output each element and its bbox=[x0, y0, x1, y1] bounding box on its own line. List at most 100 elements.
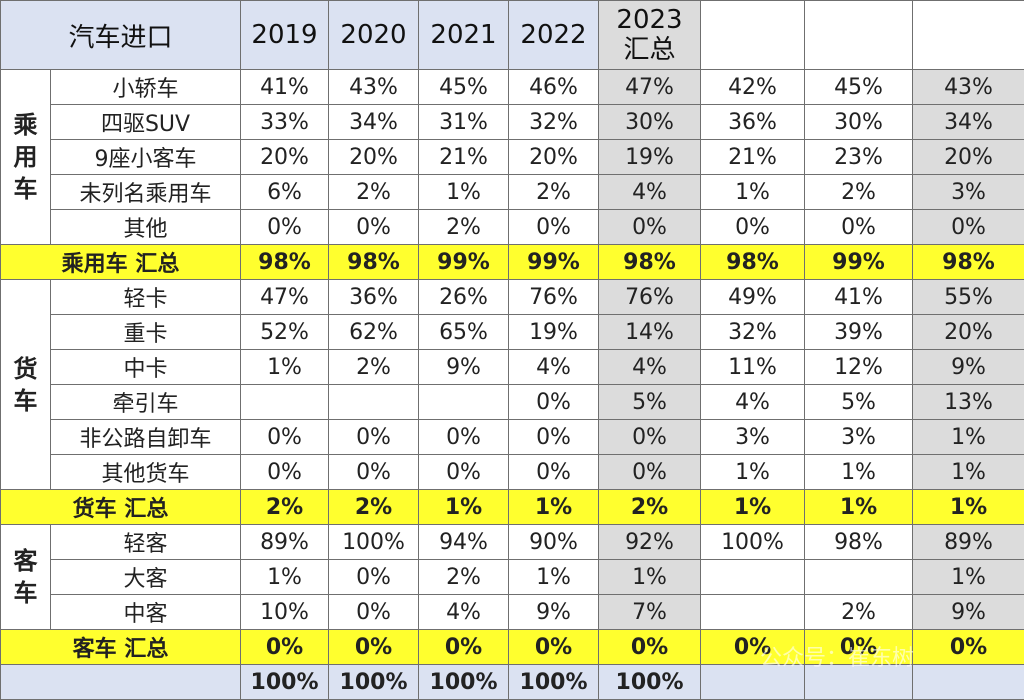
value-cell: 99% bbox=[804, 244, 914, 280]
summary-label: 客车 汇总 bbox=[0, 629, 242, 665]
value-cell: 36% bbox=[328, 279, 420, 315]
row-label: 轻卡 bbox=[49, 279, 242, 315]
value-cell: 0% bbox=[598, 209, 702, 245]
value-cell: 0% bbox=[240, 209, 330, 245]
header-title: 汽车进口 bbox=[0, 0, 242, 70]
value-cell: 100% bbox=[240, 664, 330, 700]
value-cell: 98% bbox=[598, 244, 702, 280]
header-blank-3 bbox=[912, 0, 1024, 70]
row-label: 其他 bbox=[49, 209, 242, 245]
value-cell: 47% bbox=[598, 69, 702, 105]
row-label: 小轿车 bbox=[49, 69, 242, 105]
value-cell: 65% bbox=[418, 314, 510, 350]
value-cell: 98% bbox=[240, 244, 330, 280]
value-cell: 100% bbox=[328, 664, 420, 700]
value-cell: 0% bbox=[328, 559, 420, 595]
value-cell: 0% bbox=[240, 454, 330, 490]
value-cell: 11% bbox=[700, 349, 806, 385]
value-cell bbox=[804, 664, 914, 700]
value-cell: 0% bbox=[240, 419, 330, 455]
value-cell: 0% bbox=[804, 629, 914, 665]
value-cell: 1% bbox=[804, 489, 914, 525]
value-cell: 45% bbox=[418, 69, 510, 105]
table-row: 重卡 52% 62% 65% 19% 14% 32% 39% 20% bbox=[1, 314, 1024, 350]
value-cell: 99% bbox=[418, 244, 510, 280]
value-cell: 0% bbox=[328, 594, 420, 630]
value-cell: 3% bbox=[700, 419, 806, 455]
value-cell: 10% bbox=[240, 594, 330, 630]
value-cell: 30% bbox=[804, 104, 914, 140]
row-label: 其他货车 bbox=[49, 454, 242, 490]
value-cell: 98% bbox=[804, 524, 914, 560]
value-cell bbox=[240, 384, 330, 420]
group-label-passenger: 乘用车 bbox=[0, 69, 51, 245]
value-cell: 3% bbox=[804, 419, 914, 455]
value-cell: 46% bbox=[508, 69, 600, 105]
value-cell: 100% bbox=[598, 664, 702, 700]
value-cell: 1% bbox=[912, 454, 1024, 490]
table-row: 其他 0% 0% 2% 0% 0% 0% 0% 0% bbox=[1, 209, 1024, 245]
value-cell: 13% bbox=[912, 384, 1024, 420]
table-row: 大客 1% 0% 2% 1% 1% 1% bbox=[1, 559, 1024, 595]
value-cell: 23% bbox=[804, 139, 914, 175]
table-row: 中客 10% 0% 4% 9% 7% 2% 9% bbox=[1, 594, 1024, 630]
header-year-2023-total: 2023 汇总 bbox=[598, 0, 702, 70]
value-cell: 0% bbox=[240, 629, 330, 665]
value-cell: 0% bbox=[912, 629, 1024, 665]
value-cell: 1% bbox=[804, 454, 914, 490]
group-label-truck: 货车 bbox=[0, 279, 51, 490]
value-cell: 32% bbox=[508, 104, 600, 140]
value-cell: 5% bbox=[598, 384, 702, 420]
value-cell bbox=[700, 664, 806, 700]
value-cell: 0% bbox=[328, 629, 420, 665]
row-label: 重卡 bbox=[49, 314, 242, 350]
value-cell: 1% bbox=[508, 489, 600, 525]
value-cell: 20% bbox=[240, 139, 330, 175]
group-label-bus: 客车 bbox=[0, 524, 51, 630]
row-label: 牵引车 bbox=[49, 384, 242, 420]
value-cell: 19% bbox=[598, 139, 702, 175]
header-2023-year: 2023 bbox=[616, 5, 683, 35]
row-label: 9座小客车 bbox=[49, 139, 242, 175]
value-cell: 12% bbox=[804, 349, 914, 385]
row-label: 未列名乘用车 bbox=[49, 174, 242, 210]
value-cell: 0% bbox=[418, 454, 510, 490]
summary-label: 货车 汇总 bbox=[0, 489, 242, 525]
value-cell: 2% bbox=[418, 559, 510, 595]
value-cell: 99% bbox=[508, 244, 600, 280]
value-cell: 1% bbox=[912, 419, 1024, 455]
value-cell bbox=[328, 384, 420, 420]
value-cell: 4% bbox=[418, 594, 510, 630]
value-cell: 43% bbox=[912, 69, 1024, 105]
table-row: 9座小客车 20% 20% 21% 20% 19% 21% 23% 20% bbox=[1, 139, 1024, 175]
value-cell: 100% bbox=[700, 524, 806, 560]
value-cell: 0% bbox=[598, 629, 702, 665]
value-cell: 94% bbox=[418, 524, 510, 560]
value-cell: 2% bbox=[328, 174, 420, 210]
value-cell: 1% bbox=[912, 489, 1024, 525]
value-cell: 36% bbox=[700, 104, 806, 140]
value-cell: 9% bbox=[508, 594, 600, 630]
value-cell: 19% bbox=[508, 314, 600, 350]
value-cell: 31% bbox=[418, 104, 510, 140]
value-cell: 14% bbox=[598, 314, 702, 350]
value-cell: 0% bbox=[804, 209, 914, 245]
value-cell: 100% bbox=[508, 664, 600, 700]
header-year-2021: 2021 bbox=[418, 0, 510, 70]
value-cell: 2% bbox=[804, 594, 914, 630]
value-cell: 1% bbox=[700, 454, 806, 490]
value-cell: 89% bbox=[912, 524, 1024, 560]
value-cell: 2% bbox=[598, 489, 702, 525]
value-cell: 45% bbox=[804, 69, 914, 105]
value-cell: 21% bbox=[418, 139, 510, 175]
table-row: 中卡 1% 2% 9% 4% 4% 11% 12% 9% bbox=[1, 349, 1024, 385]
value-cell: 100% bbox=[328, 524, 420, 560]
value-cell: 2% bbox=[418, 209, 510, 245]
value-cell: 1% bbox=[240, 349, 330, 385]
value-cell: 34% bbox=[328, 104, 420, 140]
summary-label bbox=[0, 664, 242, 700]
value-cell: 1% bbox=[700, 174, 806, 210]
header-row: 汽车进口 2019 2020 2021 2022 2023 汇总 bbox=[0, 0, 1024, 70]
value-cell: 90% bbox=[508, 524, 600, 560]
